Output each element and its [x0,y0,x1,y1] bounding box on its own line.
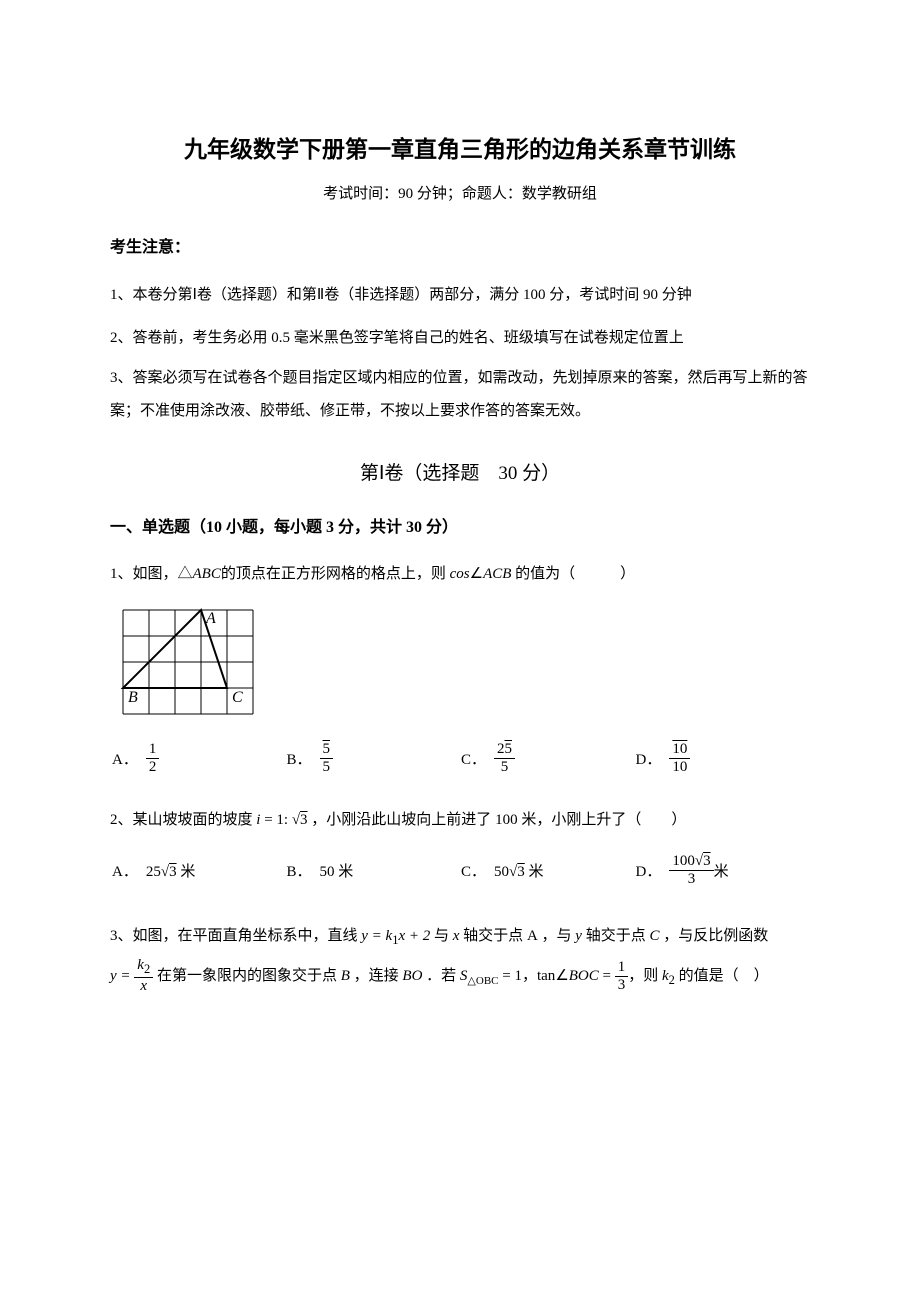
q1-angle: ∠ [470,566,483,582]
q2-opt-d: D． 100√3 3 米 [636,853,811,887]
q2-label-c: C． [461,860,486,881]
q3-then: ，则 [628,968,662,984]
q3-13den: 3 [615,977,629,994]
q2-opt-c: C． 50√3 米 [461,860,636,881]
q3-axisc: 轴交于点 [582,928,650,944]
q1-grid-svg: B C A [120,607,256,719]
q3-frac-k2x: k2x [134,957,153,994]
q2-suffix: 米，小刚上升了（ ） [518,812,687,828]
q1-opt-b: B． 5 5 [287,741,462,775]
q2-100: 100 [495,812,518,828]
q3-axisa: 轴交于点 [459,928,527,944]
grid-label-a: A [205,610,216,627]
q1-opt-a: A． 1 2 [112,741,287,775]
q1-opt-d-frac: 10 10 [669,741,690,775]
q3-BOC: BOC [569,968,599,984]
q3-y2: y = [110,968,134,984]
opt-label-c: C． [461,748,486,769]
q1-d-den: 10 [669,759,690,776]
q2-opt-a: A． 25√3 米 [112,860,287,881]
q3-A: A [527,928,538,944]
q3-value: 的值是（ ） [675,968,769,984]
q3-k2-den: x [137,978,150,995]
opt-label-b: B． [287,748,312,769]
q1-b-den: 5 [320,759,334,776]
q1-d-num: 10 [669,741,690,759]
q3-C: C [649,928,659,944]
q1-c-num: 25 [494,741,515,759]
q3-connect: ，连接 [350,968,403,984]
q3-obc: △OBC [467,975,498,987]
instruction-3: 3、答案必须写在试卷各个题目指定区域内相应的位置，如需改动，先划掉原来的答案，然… [110,362,810,428]
q2-label-d: D． [636,860,662,881]
q2-options: A． 25√3 米 B． 50 米 C． 50√3 米 D． 100√3 3 米 [110,853,810,887]
q2-d-num: 100√3 [669,853,713,871]
page-title: 九年级数学下册第一章直角三角形的边角关系章节训练 [110,130,810,164]
q2-c-val: 50√3 米 [494,860,544,881]
q3-xplus: x + 2 [398,928,430,944]
q3-BO: BO [402,968,422,984]
q2-opt-b: B． 50 米 [287,860,462,881]
q3-quadrant: 在第一象限内的图象交于点 [153,968,341,984]
q1-c-den: 5 [498,759,512,776]
q3-y: y [575,928,582,944]
q3-if: ．若 [422,968,460,984]
q3-13num: 1 [615,959,629,977]
q1-cos: cos [450,566,470,582]
q3-angle: ∠ [555,968,568,984]
q3-eq1: = 1 [499,968,522,984]
q3-withfn: ，与反比例函数 [660,928,769,944]
q2-a-val: 25√3 米 [146,860,196,881]
q1-opt-b-frac: 5 5 [320,741,334,775]
q3-comma: ， [522,968,537,984]
question-3: 3、如图，在平面直角坐标系中，直线 y = k 1 x + 2 与 x 轴交于点 A… [110,917,810,996]
q1-abc: ABC [193,566,221,582]
q1-opt-d: D． 10 10 [636,741,811,775]
q1-opt-c: C． 25 5 [461,741,636,775]
opt-label-d: D． [636,748,662,769]
q3-B: B [341,968,350,984]
instruction-1: 1、本卷分第Ⅰ卷（选择题）和第Ⅱ卷（非选择题）两部分，满分 100 分，考试时间… [110,277,810,315]
q3-yeq: y = k [361,928,392,944]
q3-k22: k [662,968,669,984]
q2-d-frac: 100√3 3 [669,853,713,887]
q3-withy: ，与 [538,928,576,944]
q2-b-val: 50 米 [320,860,354,881]
instruction-2: 2、答卷前，考生务必用 0.5 毫米黑色签字笔将自己的姓名、班级填写在试卷规定位… [110,320,810,358]
q2-d-den: 3 [685,871,699,888]
q1-b-num: 5 [320,741,334,759]
q2-d-unit: 米 [714,860,729,881]
q3-tan: tan [537,968,555,984]
q1-a-den: 2 [146,759,160,776]
notice-header: 考生注意： [110,233,810,257]
page-subtitle: 考试时间：90 分钟；命题人：数学教研组 [110,182,810,203]
q1-a-num: 1 [146,741,160,759]
q3-withx: 与 [430,928,453,944]
question-2: 2、某山坡坡面的坡度 i = 1: √3 ，小刚沿此山坡向上前进了 100 米，… [110,805,810,835]
opt-label-a: A． [112,748,138,769]
q1-prefix: 1、如图，△ [110,566,193,582]
grid-label-c: C [232,689,243,706]
q3-k2-num: k2 [134,957,153,978]
q1-figure: B C A [120,607,810,719]
q3-frac13: 13 [615,959,629,993]
q1-mid: 的顶点在正方形网格的格点上，则 [221,566,450,582]
q1-opt-a-frac: 1 2 [146,741,160,775]
question-1: 1、如图，△ABC的顶点在正方形网格的格点上，则 cos∠ACB 的值为（ ） [110,559,810,589]
q1-acb: ACB [483,566,511,582]
q2-mid: ，小刚沿此山坡向上前进了 [308,812,496,828]
q1-suffix: 的值为（ ） [511,566,635,582]
q2-label-a: A． [112,860,138,881]
q2-label-b: B． [287,860,312,881]
q3-eqsign: = [599,968,615,984]
q1-options: A． 1 2 B． 5 5 C． 25 5 D． 10 10 [110,741,810,775]
subsection-1: 一、单选题（10 小题，每小题 3 分，共计 30 分） [110,513,810,537]
q3-prefix: 3、如图，在平面直角坐标系中，直线 [110,928,361,944]
q2-ieq2: = 1: √3 [260,812,307,828]
grid-label-b: B [128,689,138,706]
q2-prefix: 2、某山坡坡面的坡度 [110,812,256,828]
q1-opt-c-frac: 25 5 [494,741,515,775]
section-1-header: 第Ⅰ卷（选择题 30 分） [110,458,810,485]
